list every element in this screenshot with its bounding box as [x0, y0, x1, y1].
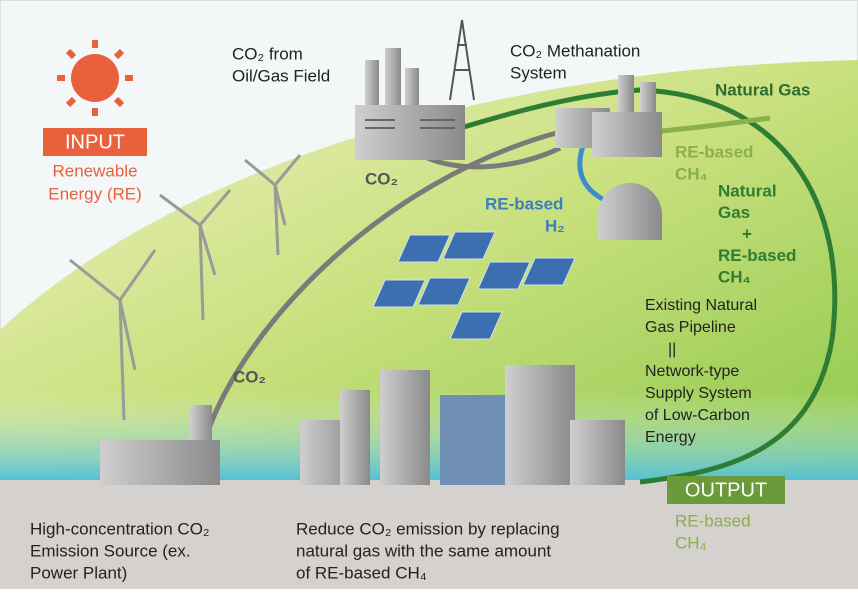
co2-pipe-label: CO₂: [233, 367, 266, 386]
h2-label: H₂: [545, 216, 565, 235]
emission-source-text: Power Plant): [30, 563, 127, 582]
pipeline-text: Network-type: [645, 363, 739, 380]
pipeline-text: Energy: [645, 429, 696, 446]
methanation-label: CO₂ Methanation: [510, 41, 640, 60]
natural-gas-label: Natural Gas: [715, 80, 810, 99]
input-text: Energy (RE): [48, 184, 142, 203]
emission-source-text: Emission Source (ex.: [30, 541, 191, 560]
reduce-text: Reduce CO₂ emission by replacing: [296, 519, 560, 538]
ch4-flow-label: RE-based: [675, 142, 753, 161]
pipeline-text: ||: [668, 341, 676, 358]
diagram: CO₂ from Oil/Gas Field CO₂ Methanation Syst…: [0, 0, 858, 589]
reduce-text: natural gas with the same amount: [296, 541, 551, 560]
co2-factory-label: CO₂: [365, 169, 398, 188]
source-field-label: CO₂ from: [232, 44, 303, 63]
output-text: RE-based: [675, 511, 751, 530]
pipeline-text: Existing Natural: [645, 297, 757, 314]
ch4-flow-label: CH₄: [675, 164, 708, 183]
h2-label: RE-based: [485, 194, 563, 213]
emission-source-text: High-concentration CO₂: [30, 519, 210, 538]
pipeline-text: Gas Pipeline: [645, 319, 736, 336]
mix-label: +: [742, 224, 752, 243]
methanation-label: System: [510, 63, 567, 82]
source-field-label: Oil/Gas Field: [232, 66, 330, 85]
input-badge-text: INPUT: [65, 131, 125, 153]
mix-label: CH₄: [718, 267, 751, 286]
mix-label: Natural: [718, 181, 777, 200]
reduce-text: of RE-based CH₄: [296, 563, 427, 582]
pipeline-text: of Low-Carbon: [645, 407, 750, 424]
mix-label: Gas: [718, 203, 750, 222]
output-text: CH₄: [675, 533, 707, 552]
input-text: Renewable: [52, 161, 137, 180]
mix-label: RE-based: [718, 246, 796, 265]
pipeline-text: Supply System: [645, 385, 752, 402]
output-badge-text: OUTPUT: [685, 479, 767, 501]
